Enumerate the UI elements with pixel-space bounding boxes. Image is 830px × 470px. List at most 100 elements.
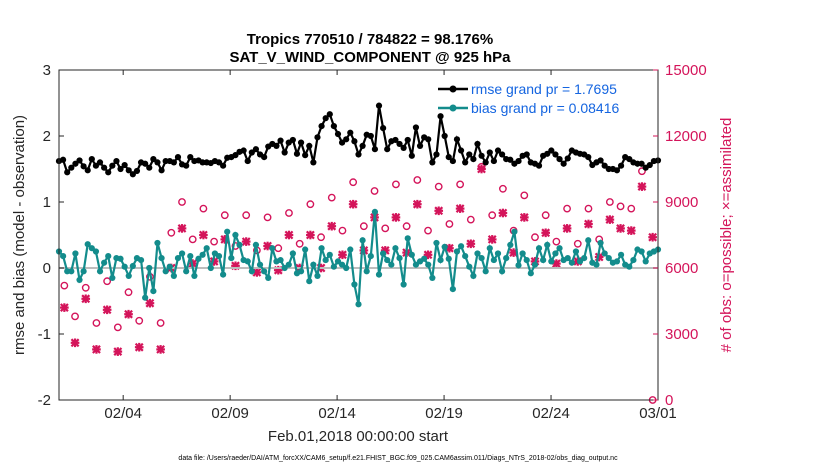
legend-marker-rmse (449, 85, 457, 93)
rmse-point (318, 123, 325, 130)
bias-point (191, 272, 198, 280)
obs-possible-marker (199, 204, 208, 213)
bias-point (441, 243, 448, 250)
rmse-point (220, 162, 227, 169)
bias-point (384, 256, 391, 264)
obs-possible-marker (317, 233, 325, 242)
bias-point (535, 245, 543, 252)
rmse-point (400, 144, 407, 151)
rmse-point (133, 167, 141, 175)
obs-assimilated-marker (455, 204, 465, 213)
bias-point (531, 261, 539, 268)
obs-possible-marker (359, 222, 368, 231)
rmse-point (490, 157, 497, 165)
rmse-point (486, 149, 493, 156)
bias-point (166, 263, 173, 270)
rmse-point (281, 149, 288, 156)
bias-point (359, 237, 366, 244)
bias-point (617, 251, 625, 258)
bias-point (105, 253, 112, 260)
obs-possible-marker (499, 184, 507, 193)
rmse-point (375, 102, 383, 109)
rmse-point (445, 154, 452, 161)
bias-point (343, 264, 350, 272)
bias-point (256, 261, 264, 268)
bias-point (162, 268, 169, 275)
bias-point (457, 243, 465, 250)
rmse-point (384, 146, 391, 153)
y-axis-right-ticks: 0 3000 6000 9000 12000 15000 (653, 62, 707, 409)
bias-point (437, 256, 444, 264)
y-tick-label: 2 (43, 128, 51, 145)
obs-possible-marker (531, 233, 539, 242)
obs-possible-marker (178, 198, 186, 206)
bias-point (269, 245, 276, 252)
y-tick-label: 0 (43, 260, 51, 277)
rmse-point (310, 159, 317, 166)
bias-point (215, 253, 223, 260)
y-right-tick-label: 0 (665, 392, 673, 409)
obs-possible-marker (210, 237, 218, 246)
rmse-point (142, 160, 149, 167)
bias-point (605, 255, 612, 262)
obs-assimilated-marker (199, 230, 208, 240)
rmse-point (322, 115, 329, 122)
rmse-point (408, 152, 415, 159)
bias-point (425, 261, 432, 268)
rmse-point (170, 159, 177, 166)
obs-possible-marker (445, 220, 454, 228)
rmse-point (457, 147, 465, 154)
rmse-point (425, 136, 432, 143)
bias-point (224, 228, 231, 235)
rmse-point (433, 151, 440, 158)
obs-possible-marker (638, 167, 646, 176)
obs-possible-marker (520, 191, 529, 200)
obs-assimilated-marker (284, 230, 294, 240)
obs-possible-marker (135, 316, 144, 325)
obs-assimilated-marker (487, 235, 497, 244)
bias-point (158, 255, 165, 262)
bias-point (392, 245, 399, 252)
rmse-point (277, 137, 284, 144)
obs-assimilated-marker (102, 305, 112, 315)
bias-point (581, 255, 588, 262)
obs-possible-marker (263, 213, 272, 222)
bias-point (564, 255, 571, 262)
rmse-point (638, 160, 645, 167)
obs-possible-marker (156, 319, 165, 327)
obs-possible-marker (81, 283, 90, 292)
rmse-point (355, 151, 362, 158)
rmse-point (371, 146, 379, 153)
bias-point (289, 250, 296, 257)
bias-point (80, 268, 87, 275)
obs-assimilated-marker (305, 230, 315, 240)
obs-assimilated-marker (498, 208, 508, 218)
bias-point (297, 268, 305, 275)
obs-assimilated-marker (466, 239, 476, 249)
rmse-point (429, 159, 436, 166)
obs-assimilated-marker (92, 345, 101, 354)
rmse-point (297, 139, 305, 146)
bias-point (371, 208, 379, 215)
rmse-point (416, 142, 424, 149)
rmse-point (109, 162, 116, 169)
x-axis-ticks: 02/04 02/09 02/14 02/19 02/24 03/01 (104, 70, 677, 422)
rmse-point (548, 147, 555, 154)
rmse-point (76, 157, 83, 164)
bias-point (593, 261, 600, 268)
rmse-point (187, 154, 194, 161)
obs-assimilated-marker (605, 215, 615, 224)
x-tick-label: 03/01 (639, 405, 677, 422)
rmse-point (585, 154, 592, 161)
rmse-point (552, 151, 559, 158)
bias-point (142, 294, 149, 301)
obs-possible-marker (285, 209, 293, 217)
obs-possible-marker (424, 226, 432, 235)
bias-point (252, 241, 260, 248)
x-tick-label: 02/24 (532, 405, 570, 422)
obs-possible-marker (306, 200, 315, 209)
bias-point (228, 255, 235, 262)
bias-point (285, 261, 292, 268)
obs-assimilated-marker (177, 224, 187, 233)
rmse-point (474, 140, 481, 148)
